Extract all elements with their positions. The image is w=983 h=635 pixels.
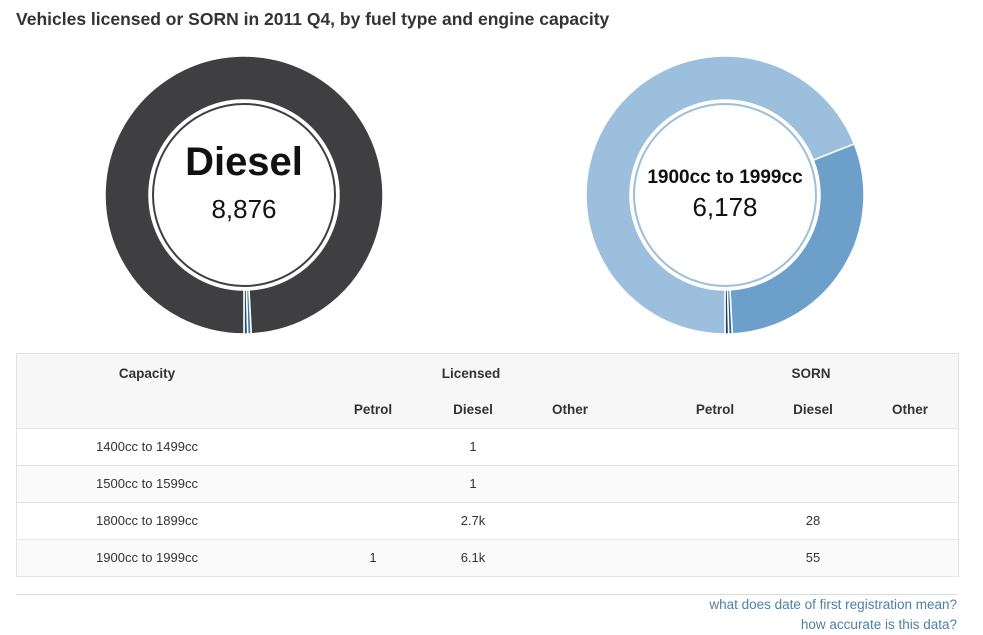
table-row[interactable]: 1900cc to 1999cc 1 6.1k 55 [17,540,958,576]
cell-sorn-petrol [665,540,765,576]
donut-slice-1900cc-to-1999cc[interactable] [585,55,856,335]
fuel-type-donut-svg[interactable] [99,50,389,340]
header-licensed-other: Other [551,402,588,417]
table-row[interactable]: 1500cc to 1599cc 1 [17,466,958,503]
cell-sorn-other [860,466,960,502]
first-registration-help-link[interactable]: what does date of first registration mea… [709,597,957,612]
cell-sorn-diesel: 55 [805,550,821,565]
donut-center-value: 6,178 [692,192,758,222]
data-accuracy-help-link[interactable]: how accurate is this data? [800,617,957,632]
cell-licensed-petrol [323,429,423,465]
header-capacity: Capacity [118,366,176,381]
cell-licensed-diesel: 1 [469,439,477,454]
capacity-table: Capacity Licensed SORN Petrol Diesel Oth… [16,353,959,577]
engine-capacity-donut-svg[interactable] [580,50,870,340]
fuel-type-donut-chart[interactable]: Diesel 8,876 [99,50,389,340]
cell-sorn-petrol [665,503,765,539]
cell-capacity: 1800cc to 1899cc [96,513,198,528]
cell-licensed-diesel: 1 [469,476,477,491]
donut-center-label: Diesel [185,140,303,184]
header-sorn-other: Other [891,402,928,417]
cell-sorn-petrol [665,429,765,465]
engine-capacity-donut-chart[interactable]: 1900cc to 1999cc 6,178 [580,50,870,340]
donut-inner-ring [633,103,817,287]
cell-capacity: 1400cc to 1499cc [96,439,198,454]
cell-sorn-diesel: 28 [805,513,821,528]
cell-licensed-petrol [323,466,423,502]
table-body: 1400cc to 1499cc 1 1500cc to 1599cc 1 18… [17,429,958,576]
cell-sorn-other [860,429,960,465]
donut-center-value: 8,876 [211,194,277,224]
donut-slice-1400cc-to-1499cc[interactable] [724,289,730,335]
donut-inner-ring [152,103,336,287]
cell-licensed-diesel: 2.7k [460,513,486,528]
cell-licensed-other [520,466,620,502]
donut-slice-diesel[interactable] [104,55,384,335]
donut-slice-other[interactable] [243,289,249,335]
header-sorn-diesel: Diesel [793,402,833,417]
cell-capacity: 1500cc to 1599cc [96,476,198,491]
cell-sorn-other [860,540,960,576]
header-licensed: Licensed [441,366,501,381]
cell-capacity: 1900cc to 1999cc [96,550,198,565]
table-header: Capacity Licensed SORN Petrol Diesel Oth… [17,354,958,429]
donut-center-label: 1900cc to 1999cc [647,167,803,188]
table-row[interactable]: 1800cc to 1899cc 2.7k 28 [17,503,958,540]
cell-licensed-diesel: 6.1k [460,550,486,565]
cell-sorn-diesel [763,429,863,465]
cell-licensed-other [520,540,620,576]
cell-sorn-other [860,503,960,539]
page-title: Vehicles licensed or SORN in 2011 Q4, by… [16,9,610,29]
footer-divider [16,594,957,595]
header-licensed-petrol: Petrol [353,402,393,417]
cell-licensed-petrol [323,503,423,539]
table-row[interactable]: 1400cc to 1499cc 1 [17,429,958,466]
cell-licensed-petrol: 1 [369,550,377,565]
header-sorn: SORN [791,366,831,381]
cell-sorn-diesel [763,466,863,502]
cell-licensed-other [520,429,620,465]
cell-sorn-petrol [665,466,765,502]
header-licensed-diesel: Diesel [453,402,493,417]
header-sorn-petrol: Petrol [695,402,735,417]
cell-licensed-other [520,503,620,539]
